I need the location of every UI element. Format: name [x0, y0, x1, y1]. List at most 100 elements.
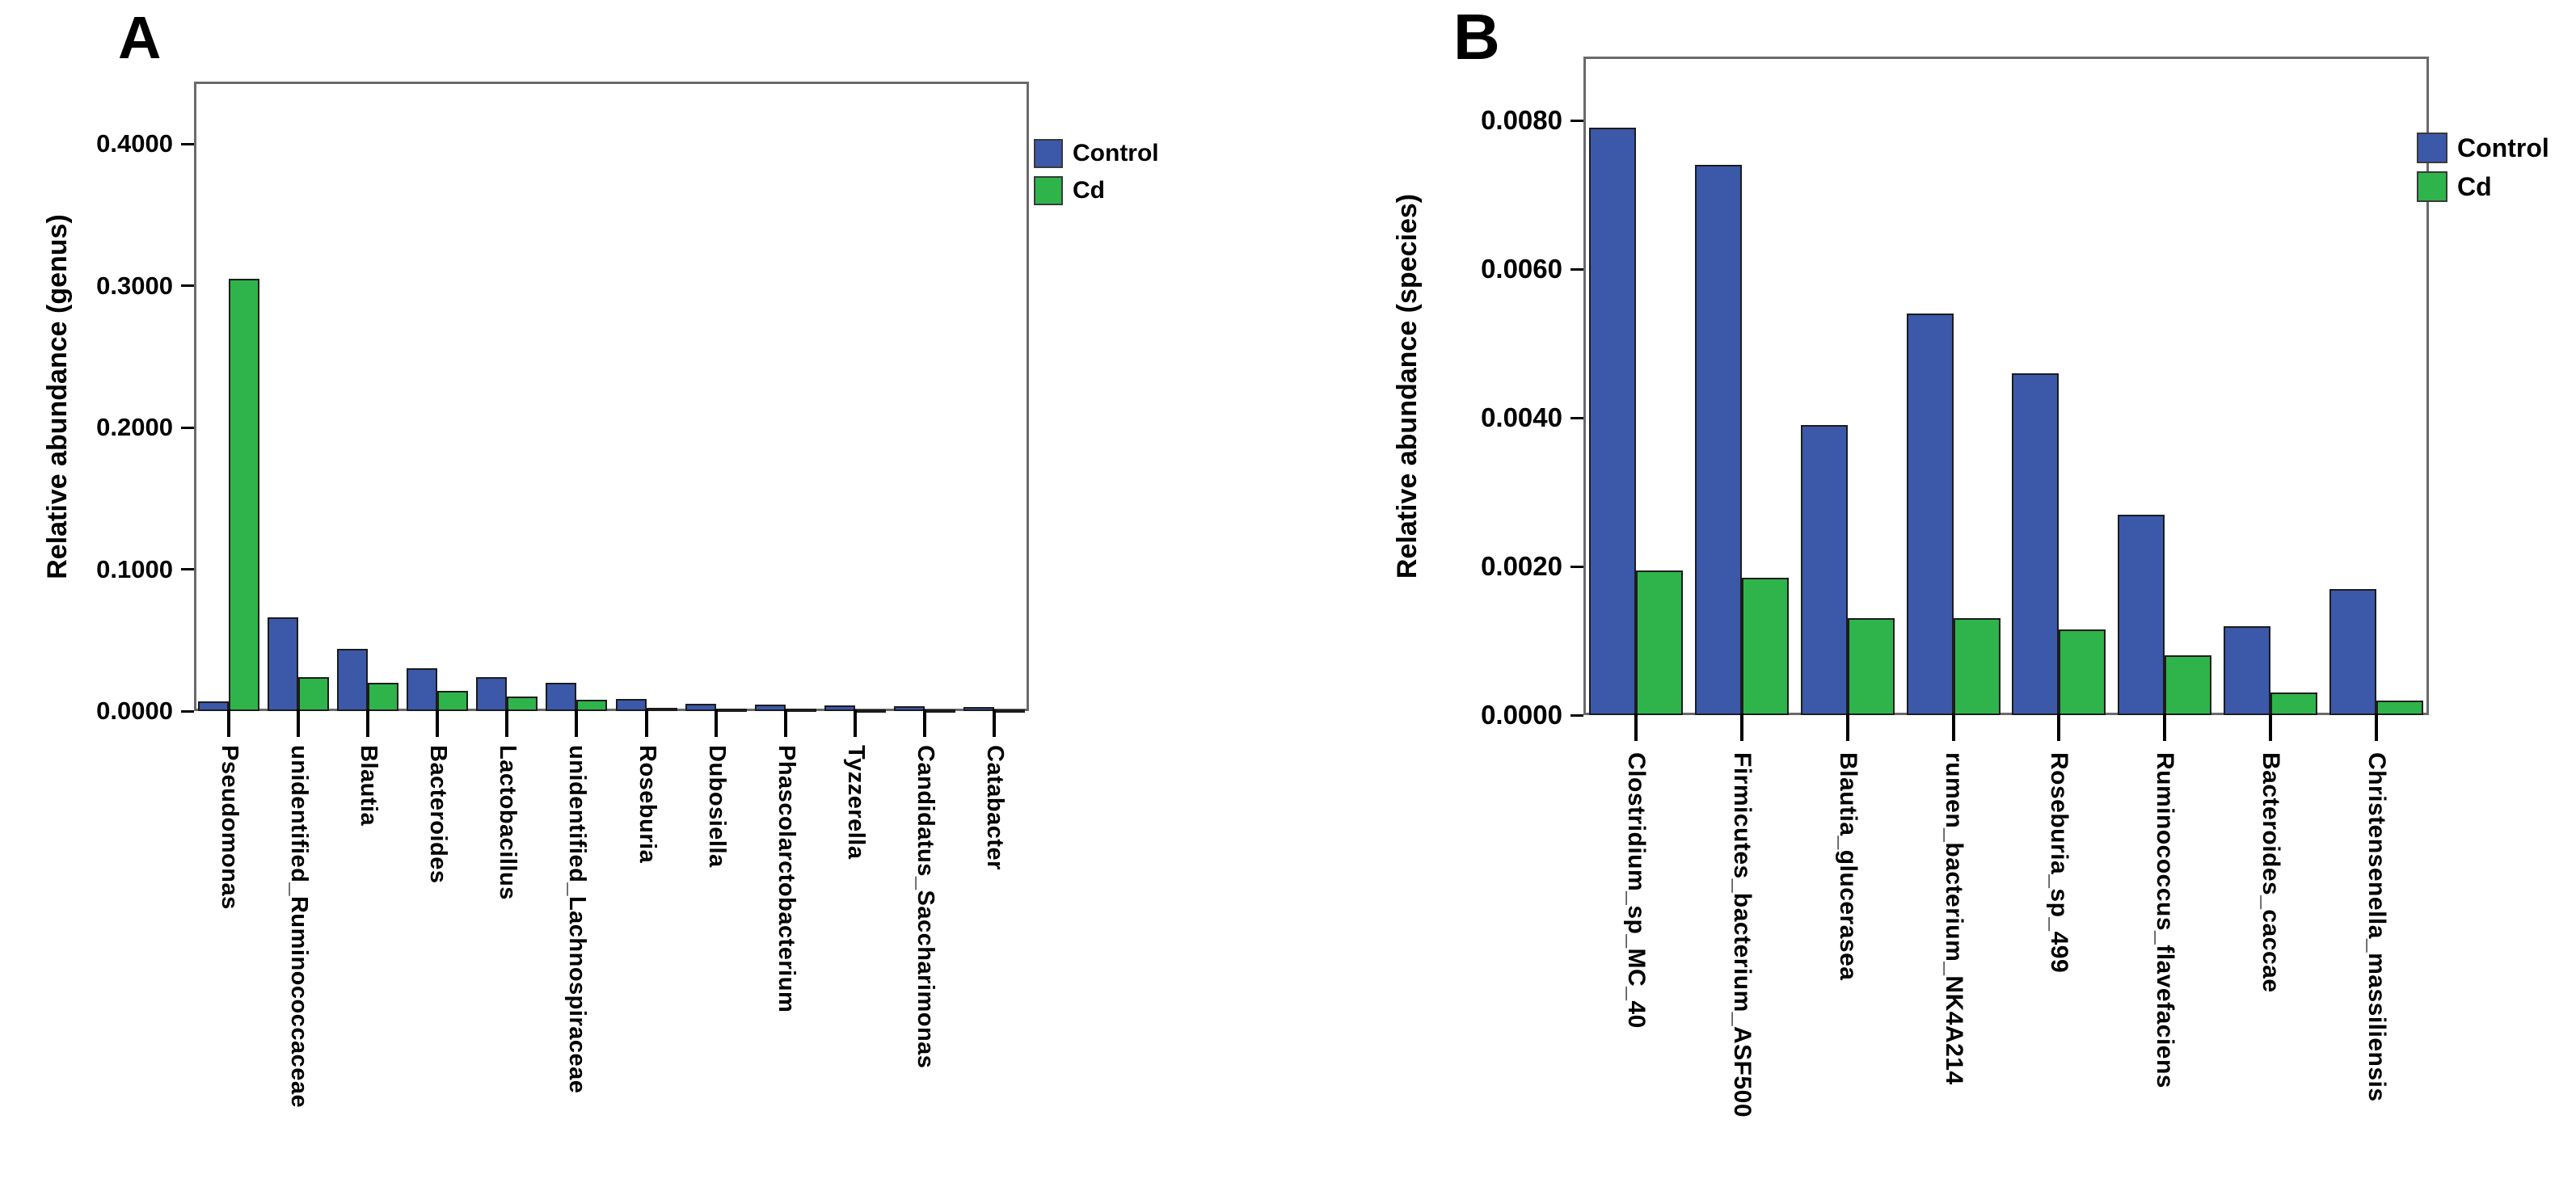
y-tick-mark [1570, 119, 1583, 122]
x-tick-mark [992, 709, 996, 737]
y-tick-mark [1570, 267, 1583, 271]
bar-cd-3 [437, 691, 469, 711]
category-label: Ruminococcus_flavefaciens [2152, 752, 2179, 1088]
bar-control-2 [337, 649, 369, 711]
bar-cd-7 [715, 709, 747, 712]
bar-cd-1 [1742, 578, 1790, 715]
x-tick-mark [853, 709, 857, 737]
x-tick-mark [575, 709, 579, 737]
y-tick-label: 0.3000 [96, 271, 173, 300]
bar-control-7 [2329, 589, 2376, 715]
legend-label: Cd [1073, 177, 1105, 204]
x-tick-mark [1951, 713, 1955, 741]
x-tick-mark [366, 709, 370, 737]
category-label: Lactobacillus [495, 745, 521, 900]
x-tick-mark [1740, 713, 1744, 741]
y-tick-label: 0.0020 [1481, 551, 1562, 581]
x-tick-mark [644, 709, 648, 737]
legend-swatch-control [1034, 139, 1063, 168]
x-tick-mark [714, 709, 718, 737]
x-tick-mark [1845, 713, 1849, 741]
bar-control-2 [1800, 425, 1848, 715]
bar-cd-2 [368, 683, 399, 711]
category-label: Blautia_glucerasea [1834, 752, 1861, 981]
y-tick-label: 0.0080 [1481, 105, 1562, 135]
bar-control-4 [476, 677, 508, 711]
category-label: Christensenella_massiliensis [2363, 752, 2390, 1102]
x-tick-mark [2268, 713, 2272, 741]
category-label: Dubosiella [703, 745, 730, 868]
bar-cd-1 [298, 677, 330, 711]
y-tick-label: 0.0040 [1481, 402, 1562, 432]
category-label: unidentified_Ruminococcaceae [286, 745, 313, 1109]
x-tick-mark [297, 709, 301, 737]
category-label: Catabacter [981, 745, 1008, 870]
y-tick-label: 0.1000 [96, 554, 173, 583]
panel-label-a: A [118, 4, 162, 71]
x-tick-mark [505, 709, 509, 737]
x-tick-mark [2374, 713, 2378, 741]
bar-control-10 [893, 706, 925, 711]
bar-cd-9 [854, 709, 886, 713]
y-tick-mark [1570, 416, 1583, 419]
category-label: Blautia [356, 745, 382, 827]
bar-cd-11 [993, 709, 1025, 713]
bar-control-11 [963, 707, 994, 711]
y-axis-title: Relative abundance (species) [1392, 193, 1423, 579]
bar-control-1 [268, 617, 299, 711]
y-tick-mark [1570, 713, 1583, 717]
bar-cd-4 [2059, 629, 2106, 715]
legend-item-control: Control [1034, 139, 1159, 168]
bar-control-6 [2223, 626, 2270, 715]
y-tick-mark [181, 568, 194, 570]
panel-label-b: B [1453, 1, 1500, 73]
bar-cd-3 [1953, 618, 2001, 715]
category-label: Phascolarctobacterium [773, 745, 799, 1013]
y-tick-label: 0.4000 [96, 129, 173, 158]
bar-cd-0 [229, 279, 260, 711]
x-tick-mark [227, 709, 231, 737]
category-label: Firmicutes_bacterium_ASF500 [1729, 752, 1756, 1118]
bar-cd-5 [2165, 655, 2212, 715]
category-label: rumen_bacterium_NK4A214 [1940, 752, 1967, 1085]
y-tick-label: 0.0000 [1481, 700, 1562, 730]
legend-item-control: Control [2417, 133, 2549, 163]
bar-cd-2 [1847, 618, 1895, 715]
y-tick-mark [181, 142, 194, 145]
bar-control-7 [685, 704, 716, 711]
bar-control-5 [546, 683, 577, 711]
y-tick-mark [1570, 565, 1583, 568]
bar-control-3 [1906, 314, 1954, 715]
bar-control-0 [198, 701, 230, 711]
category-label: Bacteroides [425, 745, 452, 884]
y-tick-mark [181, 709, 194, 713]
category-label: unidentified_Lachnospiraceae [564, 745, 591, 1094]
x-tick-mark [922, 709, 926, 737]
y-tick-label: 0.0000 [96, 697, 173, 725]
x-tick-mark [1634, 713, 1638, 741]
x-tick-mark [2163, 713, 2167, 741]
category-label: Roseburia_sp_499 [2046, 752, 2073, 974]
x-tick-mark [783, 709, 787, 737]
category-label: Tyzzerella [842, 745, 869, 860]
category-label: Pseudomonas [217, 745, 243, 910]
bar-control-1 [1695, 165, 1743, 715]
bar-cd-7 [2376, 701, 2423, 715]
bar-cd-10 [924, 709, 955, 713]
bar-cd-6 [2270, 692, 2317, 715]
legend-label: Cd [2457, 171, 2492, 201]
legend-label: Control [1073, 140, 1159, 166]
bar-cd-8 [785, 709, 816, 712]
y-tick-label: 0.0060 [1481, 254, 1562, 284]
category-label: Bacteroides_caccae [2257, 752, 2284, 993]
bar-control-8 [754, 705, 786, 711]
x-tick-mark [436, 709, 440, 737]
y-tick-mark [181, 284, 194, 287]
bar-control-4 [2012, 373, 2060, 715]
bar-cd-4 [507, 697, 538, 711]
y-tick-label: 0.2000 [96, 413, 173, 441]
y-tick-mark [181, 426, 194, 429]
x-tick-mark [2057, 713, 2061, 741]
bar-control-5 [2118, 515, 2165, 715]
